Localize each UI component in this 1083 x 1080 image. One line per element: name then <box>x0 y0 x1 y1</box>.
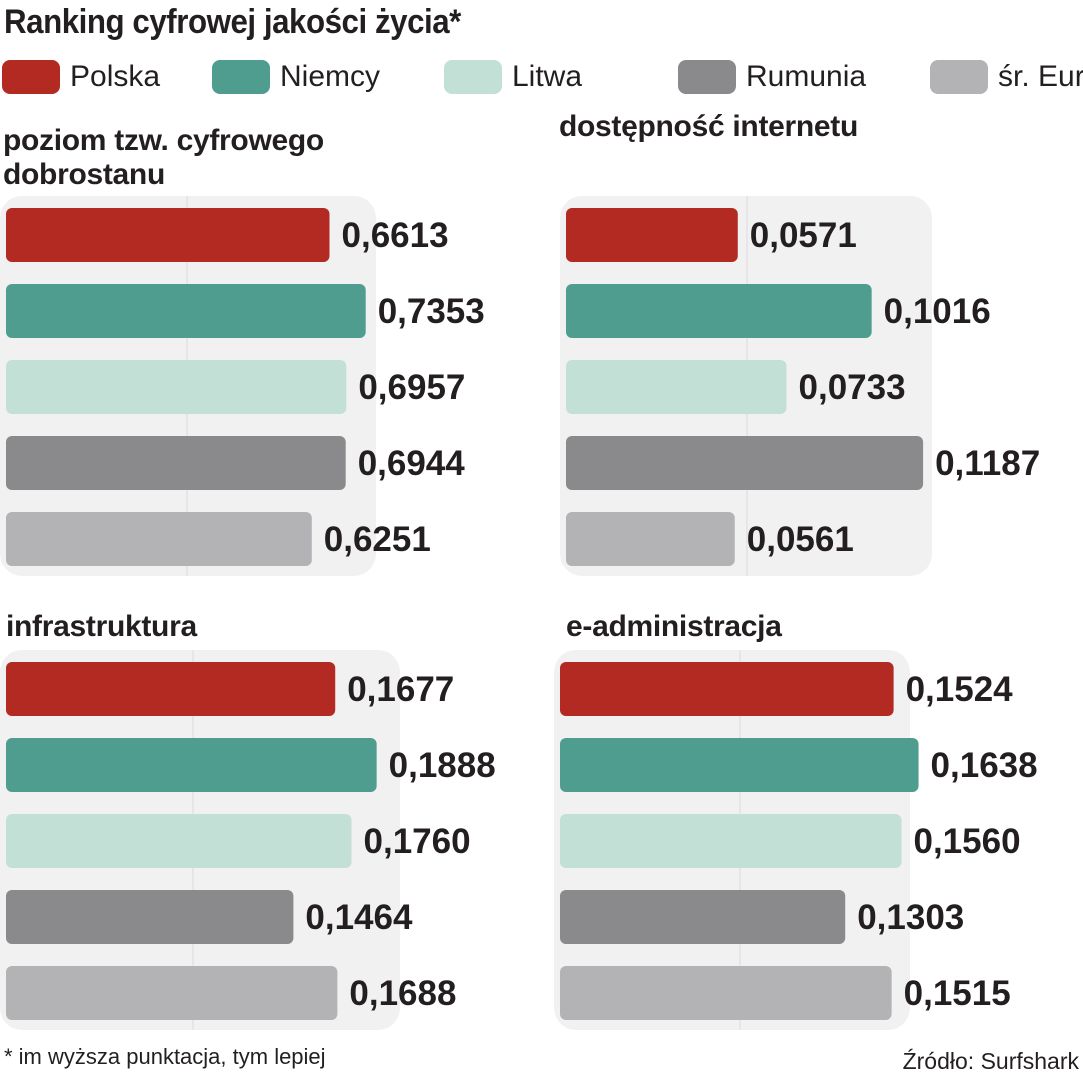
legend-swatch-sr-eur <box>930 60 988 94</box>
chart-dostepnosc-svg: 0,0571 0,1016 0,0733 0,1187 0,0561 <box>560 196 1040 576</box>
bar-polska <box>6 208 330 262</box>
panel-title-infrastruktura-line-1: infrastruktura <box>6 610 197 643</box>
bar-sr-eur <box>560 966 892 1020</box>
panel-title-infrastruktura: infrastruktura <box>6 610 197 644</box>
bar-polska <box>566 208 738 262</box>
data-label-niemcy: 0,7353 <box>378 292 485 331</box>
panel-title-dobrostan-line-2: dobrostanu <box>3 158 165 191</box>
bar-litwa <box>560 814 902 868</box>
legend-swatch-rumunia <box>678 60 736 94</box>
chart-e-administracja-svg: 0,1524 0,1638 0,1560 0,1303 0,1515 <box>554 650 1038 1030</box>
panel-title-dostepnosc: dostępność internetu <box>559 110 858 144</box>
legend-swatch-litwa <box>444 60 502 94</box>
legend-label-polska: Polska <box>70 60 161 93</box>
panel-title-dobrostan-line-1: poziom tzw. cyfrowego <box>3 124 324 157</box>
data-label-sr-eur: 0,1688 <box>349 974 456 1013</box>
bar-niemcy <box>6 738 377 792</box>
footnote: * im wyższa punktacja, tym lepiej <box>4 1044 326 1069</box>
bar-litwa <box>6 360 347 414</box>
chart-dobrostan-svg: 0,6613 0,7353 0,6957 0,6944 0,6251 <box>0 196 485 576</box>
bar-niemcy <box>6 284 366 338</box>
bar-niemcy <box>566 284 872 338</box>
legend-swatch-niemcy <box>212 60 270 94</box>
bar-polska <box>6 662 336 716</box>
chart-infrastruktura: 0,1677 0,1888 0,1760 0,1464 0,1688 <box>0 650 530 1030</box>
panel-title-e-administracja: e-administracja <box>566 610 782 644</box>
bar-polska <box>560 662 894 716</box>
legend-label-litwa: Litwa <box>512 60 583 93</box>
data-label-polska: 0,1524 <box>906 670 1014 709</box>
legend-label-rumunia: Rumunia <box>746 60 867 93</box>
bar-sr-eur <box>566 512 735 566</box>
data-label-niemcy: 0,1888 <box>389 746 496 785</box>
data-label-litwa: 0,1560 <box>913 822 1020 861</box>
data-label-sr-eur: 0,0561 <box>747 520 854 559</box>
data-label-litwa: 0,6957 <box>358 368 465 407</box>
bar-sr-eur <box>6 966 338 1020</box>
data-label-sr-eur: 0,1515 <box>904 974 1011 1013</box>
legend-label-niemcy: Niemcy <box>280 60 381 93</box>
bar-sr-eur <box>6 512 312 566</box>
legend-label-sr-eur: śr. Eur. <box>998 60 1083 93</box>
chart-e-administracja: 0,1524 0,1638 0,1560 0,1303 0,1515 <box>554 650 1074 1030</box>
bar-litwa <box>566 360 787 414</box>
panel-title-dostepnosc-line-1: dostępność internetu <box>559 110 859 143</box>
source-credit: Źródło: Surfshark <box>902 1048 1079 1074</box>
data-label-rumunia: 0,1303 <box>857 898 964 937</box>
panel-title-e-administracja-line-1: e-administracja <box>566 610 782 643</box>
chart-infrastruktura-svg: 0,1677 0,1888 0,1760 0,1464 0,1688 <box>0 650 496 1030</box>
data-label-rumunia: 0,1187 <box>935 444 1040 483</box>
chart-title: Ranking cyfrowej jakości życia* <box>4 3 461 41</box>
data-label-niemcy: 0,1016 <box>884 292 991 331</box>
bar-rumunia <box>6 436 346 490</box>
data-label-sr-eur: 0,6251 <box>324 520 431 559</box>
data-label-polska: 0,6613 <box>342 216 449 255</box>
data-label-litwa: 0,0733 <box>799 368 906 407</box>
chart-dostepnosc: 0,0571 0,1016 0,0733 0,1187 0,0561 <box>560 196 1075 576</box>
chart-dobrostan: 0,6613 0,7353 0,6957 0,6944 0,6251 <box>0 196 520 576</box>
data-label-rumunia: 0,1464 <box>305 898 413 937</box>
bar-rumunia <box>6 890 294 944</box>
bar-rumunia <box>560 890 846 944</box>
data-label-polska: 0,1677 <box>347 670 454 709</box>
data-label-niemcy: 0,1638 <box>931 746 1038 785</box>
bar-litwa <box>6 814 352 868</box>
data-label-polska: 0,0571 <box>750 216 857 255</box>
data-label-litwa: 0,1760 <box>364 822 471 861</box>
legend-swatch-polska <box>2 60 60 94</box>
bar-niemcy <box>560 738 919 792</box>
bar-rumunia <box>566 436 924 490</box>
data-label-rumunia: 0,6944 <box>358 444 466 483</box>
panel-title-dobrostan: poziom tzw. cyfrowego dobrostanu <box>3 124 324 192</box>
